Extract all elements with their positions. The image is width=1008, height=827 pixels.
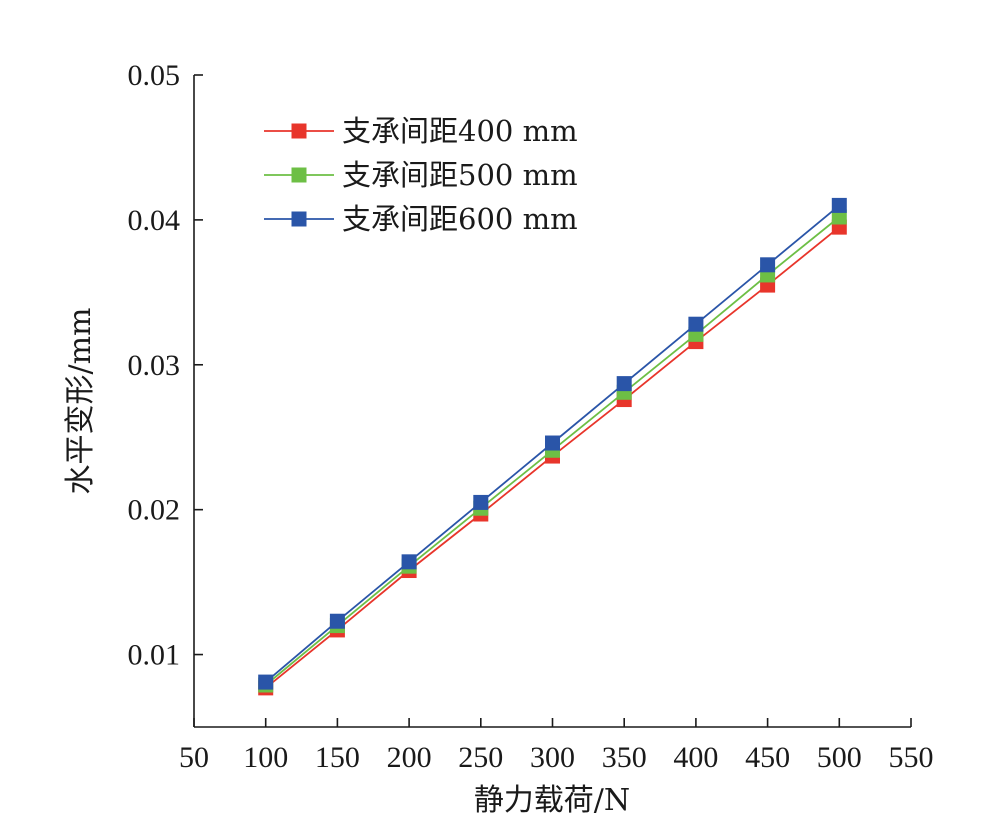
x-tick-label: 500	[817, 741, 862, 774]
legend-label-0: 支承间距400 mm	[342, 114, 578, 148]
y-axis-title: 水平变形/mm	[63, 307, 98, 494]
legend-marker-0	[291, 123, 307, 139]
data-point-marker	[545, 435, 560, 451]
x-axis-title: 静力载荷/N	[474, 783, 630, 818]
data-point-marker	[760, 257, 776, 273]
data-point-marker	[831, 197, 847, 213]
x-tick-label: 250	[458, 741, 503, 774]
y-tick-label: 0.05	[128, 59, 181, 92]
legend-label-2: 支承间距600 mm	[342, 202, 578, 236]
x-tick-label: 200	[387, 741, 432, 774]
x-tick-label: 50	[179, 741, 209, 774]
ticks: 50 100 150 200 250 300 350 400 450 500 550 0.01 0.02…	[128, 59, 934, 774]
y-tick-label: 0.01	[128, 639, 181, 672]
legend: 支承间距400 mm 支承间距500 mm 支承间距600 mm	[264, 114, 578, 236]
series	[258, 197, 847, 696]
legend-marker-1	[291, 167, 307, 183]
legend-marker-2	[291, 211, 307, 227]
y-tick-label: 0.02	[128, 494, 181, 527]
data-point-marker	[329, 613, 345, 629]
data-point-marker	[401, 554, 417, 570]
x-tick-label: 550	[889, 741, 934, 774]
x-tick-label: 150	[315, 741, 360, 774]
x-tick-label: 450	[745, 741, 790, 774]
data-point-marker	[616, 376, 632, 392]
x-tick-label: 350	[602, 741, 647, 774]
x-tick-label: 300	[530, 741, 575, 774]
x-tick-label: 100	[243, 741, 288, 774]
legend-label-1: 支承间距500 mm	[342, 158, 578, 192]
data-point-marker	[688, 316, 704, 332]
data-point-marker	[258, 674, 274, 690]
data-point-marker	[831, 209, 847, 225]
x-tick-label: 400	[673, 741, 718, 774]
y-tick-label: 0.04	[128, 204, 181, 237]
y-tick-label: 0.03	[128, 349, 181, 382]
data-point-marker	[473, 494, 489, 510]
